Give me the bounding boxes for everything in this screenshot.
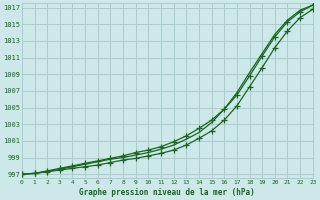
X-axis label: Graphe pression niveau de la mer (hPa): Graphe pression niveau de la mer (hPa) [79,188,255,197]
